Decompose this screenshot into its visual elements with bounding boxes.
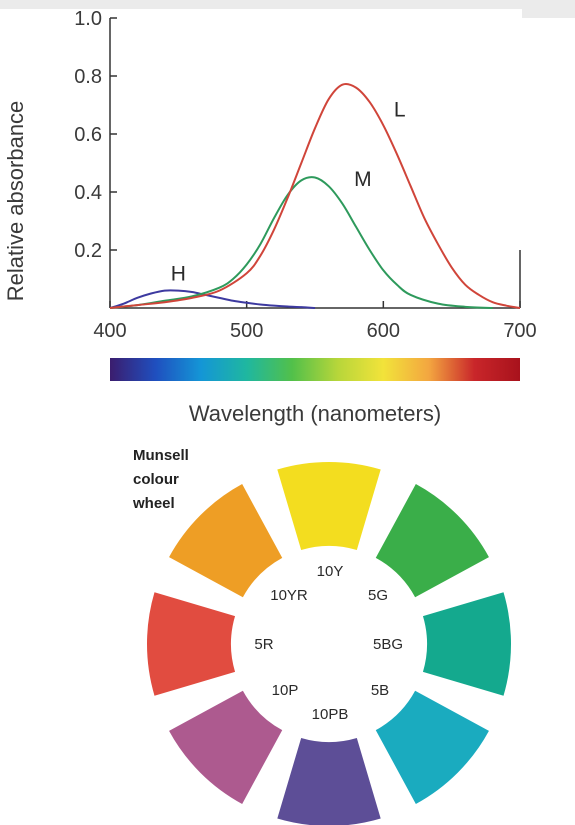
wheel-segment-5g [375,484,489,598]
wheel-labels: 10Y 5G 5BG 5B 10PB 10P 5R 10YR [254,563,403,723]
wheel-segment-5bg [422,592,512,696]
absorbance-plot: 0.2 0.4 0.6 0.8 1.0 400 500 600 700 H M L Relativ… [3,8,537,342]
wheel-title-line: colour [133,471,179,488]
y-tick-label: 1.0 [74,8,102,30]
wheel-label-5g: 5G [368,587,388,604]
x-ticks: 400 500 600 700 [93,301,537,342]
x-axis-title: Wavelength (nanometers) [189,401,441,426]
wheel-label-5bg: 5BG [373,636,403,653]
y-tick-label: 0.2 [74,240,102,262]
curve-label-m: M [354,168,372,191]
wheel-segment-5b [375,690,489,804]
x-tick-label: 400 [93,320,126,342]
top-bar-notch [522,0,575,18]
wheel-segment-10y [277,462,381,551]
spectrum-bar [110,358,520,381]
wheel-title-line: wheel [132,495,175,512]
curve-m [109,176,493,309]
top-bar [0,0,575,9]
x-tick-label: 700 [503,320,536,342]
wheel-label-5b: 5B [371,682,389,699]
wheel-segment-10pb [277,737,381,825]
wheel-segments [147,462,512,825]
wheel-label-10y: 10Y [317,563,344,580]
wheel-segment-10p [169,690,283,804]
curve-labels: H M L [171,99,406,286]
curve-h [109,289,316,309]
y-tick-label: 0.4 [74,182,102,204]
wheel-title: Munsell colour wheel [132,447,189,512]
curve-label-l: L [394,99,406,122]
y-tick-label: 0.6 [74,124,102,146]
y-ticks: 0.2 0.4 0.6 0.8 1.0 [74,8,117,262]
wheel-label-10p: 10P [272,682,299,699]
wheel-label-10yr: 10YR [270,587,308,604]
y-axis-title: Relative absorbance [3,101,28,302]
x-tick-label: 500 [230,320,263,342]
wheel-label-5r: 5R [254,636,273,653]
y-tick-label: 0.8 [74,66,102,88]
curve-label-h: H [171,262,186,285]
curves [109,82,521,309]
x-tick-label: 600 [367,320,400,342]
wheel-label-10pb: 10PB [312,706,349,723]
wheel-segment-5r [147,592,236,696]
wheel-title-line: Munsell [133,447,189,464]
wheel-segment-10yr [169,484,283,598]
curve-l [109,82,521,309]
